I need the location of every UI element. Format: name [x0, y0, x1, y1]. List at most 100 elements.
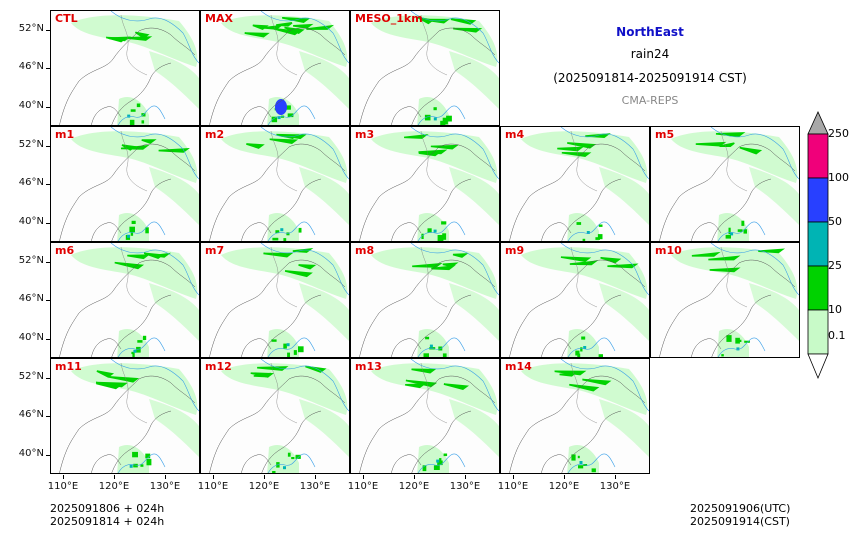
map-panel-m14: m14: [500, 358, 650, 474]
river-line: [710, 243, 799, 296]
rain-cell-moderate: [145, 453, 151, 459]
river-line: [260, 127, 349, 180]
rain-cell-moderate: [433, 107, 437, 111]
map-canvas: [209, 359, 349, 473]
border-line: [359, 27, 496, 125]
lon-tick: [465, 475, 466, 479]
coast-line: [417, 337, 466, 357]
rain-area-light: [149, 283, 199, 342]
title-variable: rain24: [630, 47, 670, 61]
rain-area-light: [71, 363, 198, 415]
border-line: [209, 375, 346, 473]
rain-cell-heavy: [133, 349, 137, 353]
rain-cell-moderate: [284, 26, 305, 34]
rain-cell-heavy: [433, 117, 437, 121]
rain-area-light: [749, 283, 799, 342]
river-line: [710, 127, 799, 180]
rain-cell-moderate: [744, 340, 750, 343]
river-line: [260, 11, 349, 64]
rain-cell-heavy: [730, 232, 734, 236]
coast-line: [117, 453, 166, 473]
lon-tick: [264, 475, 265, 479]
border-line: [209, 143, 346, 241]
border-line: [720, 130, 748, 192]
border-line: [420, 14, 448, 76]
border-line: [359, 375, 496, 473]
lon-tick-label: 120°E: [398, 481, 430, 492]
rain-cell-heavy: [586, 231, 590, 234]
rain-cell-moderate: [691, 251, 721, 257]
rain-cell-moderate: [600, 256, 622, 264]
map-panel-m13: m13: [350, 358, 500, 474]
rain-cell-moderate: [271, 116, 278, 123]
map-canvas: [359, 359, 499, 473]
rain-cell-heavy: [433, 229, 437, 233]
rain-area-light: [567, 213, 599, 241]
map-canvas: [59, 359, 199, 473]
rain-cell-moderate: [287, 113, 294, 118]
rain-area-light: [299, 283, 349, 342]
title-source: CMA-REPS: [621, 94, 679, 107]
rain-cell-moderate: [743, 229, 747, 234]
rain-cell-moderate: [450, 18, 477, 25]
rain-cell-heavy: [286, 343, 290, 347]
lon-tick-label: 120°E: [98, 481, 130, 492]
rain-cell-moderate: [293, 23, 314, 29]
lat-tick: [46, 416, 50, 417]
map-canvas: [509, 359, 649, 473]
rain-cell-moderate: [108, 36, 132, 42]
map-panel-max: MAX: [200, 10, 350, 126]
border-line: [261, 410, 322, 473]
rain-cell-moderate: [285, 105, 291, 110]
border-line: [209, 27, 346, 125]
colorbar-extend-min: [807, 353, 829, 380]
lon-tick-label: 110°E: [197, 481, 229, 492]
border-line: [659, 143, 796, 241]
border-line: [411, 178, 472, 241]
rain-cell-moderate: [129, 119, 135, 125]
rain-area-light: [449, 283, 499, 342]
rain-cell-moderate: [132, 451, 138, 458]
panel-label: MESO_1km: [355, 12, 423, 25]
rain-cell-moderate: [738, 339, 742, 342]
footer-valid-time: 2025091906(UTC) 2025091914(CST): [690, 502, 790, 528]
map-canvas: [509, 127, 649, 241]
coast-line: [567, 221, 616, 241]
rain-area-light: [117, 445, 149, 473]
lon-tick-label: 130°E: [599, 481, 631, 492]
panel-label: m10: [655, 244, 682, 257]
rain-cell-moderate: [132, 352, 135, 357]
figure-titles: NorthEast rain24 (2025091814-2025091914 …: [520, 22, 780, 112]
coast-line: [717, 337, 766, 357]
lat-tick-label: 52°N: [18, 23, 44, 34]
rain-cell-torrential: [275, 99, 287, 115]
river-line: [560, 127, 649, 180]
footer-right-line1: 2025091906(UTC): [690, 502, 791, 515]
rain-cell-moderate: [283, 343, 287, 349]
rain-cell-moderate: [719, 142, 735, 147]
rain-area-light: [149, 399, 199, 458]
border-line: [241, 338, 272, 357]
rain-cell-moderate: [739, 146, 763, 155]
lon-tick: [114, 475, 115, 479]
rain-area-light: [599, 167, 649, 226]
rain-cell-moderate: [598, 224, 603, 227]
rain-cell-moderate: [421, 233, 424, 239]
colorbar-level-label: 100: [828, 171, 849, 184]
rain-cell-moderate: [576, 222, 582, 225]
rain-cell-moderate: [95, 381, 128, 388]
panel-label: m9: [505, 244, 525, 257]
rain-cell-moderate: [293, 350, 297, 355]
panel-label: m14: [505, 360, 532, 373]
rain-area-light: [267, 213, 299, 241]
map-canvas: [359, 127, 499, 241]
border-line: [241, 106, 272, 125]
coast-line: [117, 337, 166, 357]
river-line: [110, 243, 199, 296]
lat-tick: [46, 146, 50, 147]
border-line: [59, 259, 196, 357]
border-line: [91, 222, 122, 241]
rain-cell-moderate: [443, 383, 470, 391]
border-line: [120, 246, 148, 308]
lat-tick: [46, 223, 50, 224]
